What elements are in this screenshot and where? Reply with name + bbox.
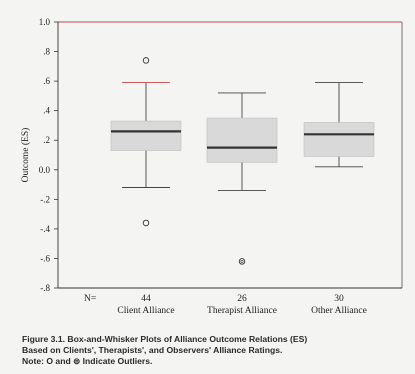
y-tick-label: .6 [43,76,50,86]
y-tick-label: .4 [43,106,50,116]
y-tick-label: .2 [43,135,50,145]
y-tick-label: -.2 [40,194,50,204]
box-iqr [303,122,375,157]
box-plot-chart: 1.0 .8 .6 .4 .2 0.0 -.2 -.4 -.6 -.8 Outcome (ES) 44… [20,17,403,316]
outlier-point-inner [240,259,244,263]
box-iqr [206,117,278,163]
y-tick-label: -.6 [40,253,50,263]
box-iqr [110,120,182,151]
n-value-label: 30 [334,294,344,304]
figure-caption: Figure 3.1. Box-and-Whisker Plots of All… [22,334,407,367]
outlier-point [238,258,246,265]
y-tick-label: 1.0 [39,17,51,27]
caption-line-2: Based on Clients', Therapists', and Obse… [22,345,283,355]
outlier-point [142,219,150,227]
y-tick-label: -.8 [40,283,50,293]
n-value-label: 44 [141,294,151,304]
caption-line-1: Figure 3.1. Box-and-Whisker Plots of All… [22,334,308,344]
caption-line-3: Note: O and ⊜ Indicate Outliers. [22,356,153,366]
y-tick-label: .8 [43,47,50,57]
y-axis-title: Outcome (ES) [20,128,31,183]
n-prefix-label: N= [84,294,96,304]
category-label: Other Alliance [311,306,367,316]
category-label: Client Alliance [117,306,174,316]
n-value-label: 26 [237,294,247,304]
category-label: Therapist Alliance [207,306,277,316]
y-tick-label: 0.0 [39,165,51,175]
outlier-point [142,57,150,64]
y-tick-label: -.4 [40,224,50,234]
